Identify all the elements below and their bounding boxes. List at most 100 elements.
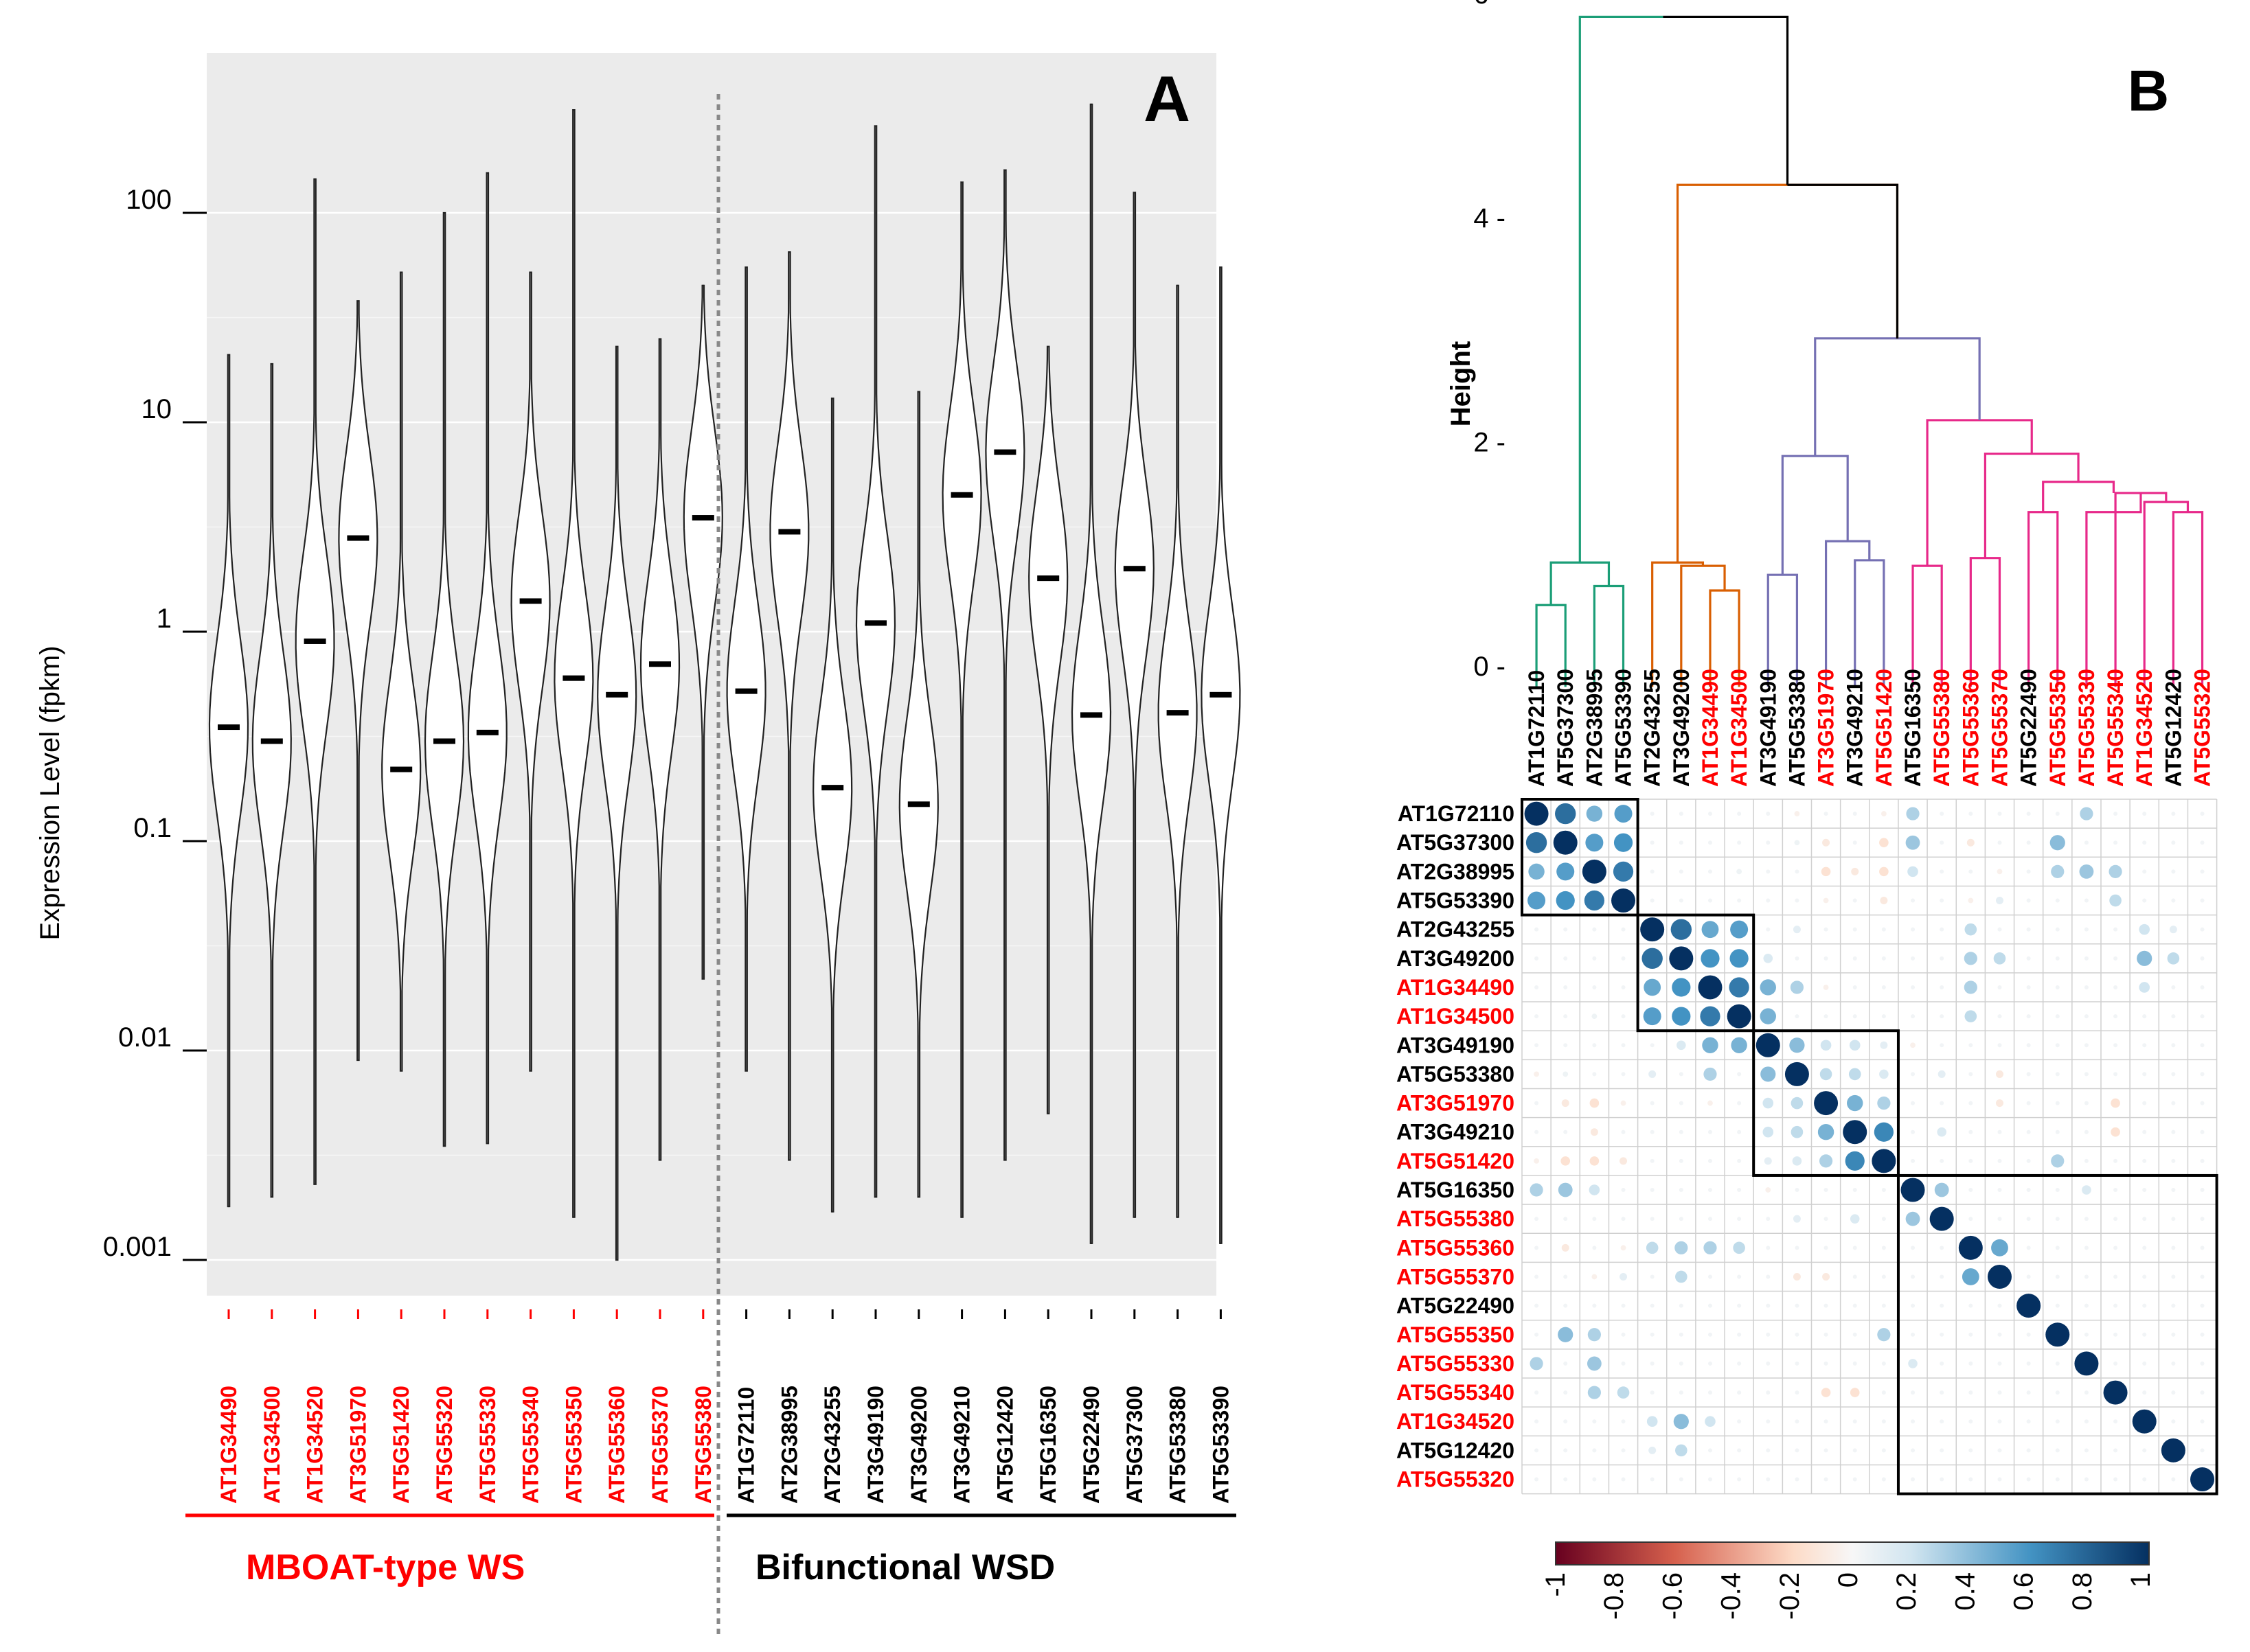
corr-dot	[1766, 812, 1771, 816]
corr-dot	[2200, 1274, 2205, 1279]
cluster-box	[1896, 1173, 2218, 1495]
corr-dot	[1852, 898, 1857, 903]
corr-dot	[2103, 1380, 2128, 1405]
corr-dot	[1795, 1361, 1799, 1366]
corr-dot	[2200, 869, 2205, 874]
x-label-AT5G53390: AT5G53390	[1208, 1386, 1233, 1504]
corr-dot	[1852, 1014, 1857, 1019]
corr-dot	[1911, 1072, 1916, 1077]
corr-dot	[1997, 1158, 2002, 1163]
corr-dot	[1822, 1272, 1830, 1281]
corr-dot	[2084, 898, 2089, 903]
branch-orange	[1676, 183, 1899, 563]
corr-dot	[1589, 1156, 1600, 1166]
corr-dot	[1793, 926, 1801, 934]
corr-dot	[1968, 1217, 1973, 1221]
corr-dot	[1794, 840, 1800, 846]
corr-dot	[1737, 1129, 1742, 1134]
corr-dot	[1766, 1361, 1771, 1366]
corr-dot	[1874, 1122, 1894, 1142]
corr-dot	[1650, 812, 1655, 816]
corr-dot	[1879, 838, 1889, 848]
corr-dot	[1679, 840, 1683, 845]
y-tick-label: 0.001	[103, 1232, 172, 1262]
corr-dot	[1613, 833, 1633, 852]
corr-dot	[1997, 1217, 2002, 1221]
corr-dot	[2171, 840, 2176, 845]
corr-dot	[1621, 1188, 1626, 1193]
left-label-AT5G55380: AT5G55380	[1396, 1206, 1514, 1231]
x-label-AT5G53380: AT5G53380	[1166, 1386, 1190, 1504]
left-label-AT3G49190: AT3G49190	[1396, 1033, 1514, 1057]
corr-dot	[1650, 1043, 1655, 1048]
corr-dot	[2055, 898, 2060, 903]
corr-dot	[1553, 830, 1578, 855]
corr-dot	[2142, 1477, 2147, 1482]
corr-dot	[2142, 869, 2147, 874]
corr-dot	[2026, 1448, 2031, 1453]
dendrogram-y-axis-label: Height	[1446, 341, 1476, 426]
corr-dot	[2055, 985, 2060, 989]
panel-b-correlation-chart: B Height 6 -4 -2 -0 - AT1G72110AT5G37300…	[1396, 0, 2218, 1620]
corr-dot	[1879, 1069, 1889, 1079]
dendrogram-y-tick-label: 4 -	[1473, 203, 1505, 233]
left-label-AT5G22490: AT5G22490	[1396, 1294, 1514, 1318]
branch-pink	[1926, 419, 2033, 566]
corr-dot	[1707, 869, 1712, 874]
x-label-AT3G49210: AT3G49210	[950, 1386, 975, 1504]
corr-dot	[1968, 1361, 1973, 1366]
corr-dot	[1911, 1332, 1916, 1337]
corr-dot	[2113, 1246, 2118, 1250]
corr-dot	[1968, 897, 1974, 904]
corr-dot	[1852, 956, 1857, 961]
panel-a-violin-chart: A Expression Level (fpkm) 100 10 1 0.1 0.01 0…	[35, 53, 1241, 1638]
corr-dot	[1881, 927, 1886, 932]
colorbar-tick-label: 0	[1833, 1572, 1863, 1587]
corr-dot	[2200, 1217, 2205, 1221]
corr-dot	[2142, 1014, 2147, 1019]
corr-dot	[1911, 1303, 1916, 1308]
corr-dot	[1592, 1419, 1597, 1424]
violin-AT5G55330	[467, 172, 508, 1145]
corr-dot	[1881, 1361, 1886, 1366]
y-tick-label: 100	[126, 185, 172, 215]
corr-dot	[1821, 867, 1831, 877]
corr-dot	[1563, 1014, 1568, 1019]
colorbar-tick-label: -0.8	[1599, 1572, 1629, 1620]
corr-dot	[2171, 1419, 2176, 1424]
corr-dot	[1766, 1419, 1771, 1424]
cluster-boxes	[1521, 798, 2218, 1495]
violin-AT3G51970	[338, 300, 378, 1062]
corr-dot	[2113, 1419, 2118, 1424]
top-label-AT3G49190: AT3G49190	[1755, 669, 1780, 787]
top-label-AT5G55340: AT5G55340	[2103, 669, 2128, 787]
corr-dot	[1940, 985, 1944, 989]
x-label-AT3G49190: AT3G49190	[863, 1386, 888, 1504]
corr-dot	[2200, 898, 2205, 903]
corr-dot	[2026, 1188, 2031, 1193]
top-label-AT5G12420: AT5G12420	[2161, 669, 2185, 787]
corr-dot	[1729, 949, 1749, 968]
corr-dot	[1940, 1158, 1944, 1163]
corr-dot	[1765, 1187, 1771, 1193]
colorbar-tick-label: -0.2	[1775, 1572, 1805, 1620]
corr-dot	[2142, 1101, 2147, 1105]
corr-dot	[1679, 812, 1683, 816]
corr-dot	[1997, 927, 2002, 932]
corr-dot	[1940, 1361, 1944, 1366]
corr-dot	[1766, 1448, 1771, 1453]
top-label-AT5G37300: AT5G37300	[1553, 669, 1578, 787]
corr-dot	[1534, 1303, 1539, 1308]
corr-dot	[1823, 1188, 1828, 1193]
median-bar-AT5G55370	[649, 661, 671, 667]
corr-dot	[1592, 985, 1597, 989]
corr-dot	[2200, 1101, 2205, 1105]
corr-dot	[1534, 1014, 1539, 1019]
branch-pink	[1911, 564, 1943, 687]
corr-dot	[1940, 1419, 1944, 1424]
branch-orange	[1680, 564, 1726, 687]
corr-dot	[1792, 1156, 1802, 1166]
corr-dot	[2055, 1303, 2060, 1308]
corr-dot	[1707, 1129, 1712, 1134]
x-label-AT5G22490: AT5G22490	[1079, 1386, 1104, 1504]
